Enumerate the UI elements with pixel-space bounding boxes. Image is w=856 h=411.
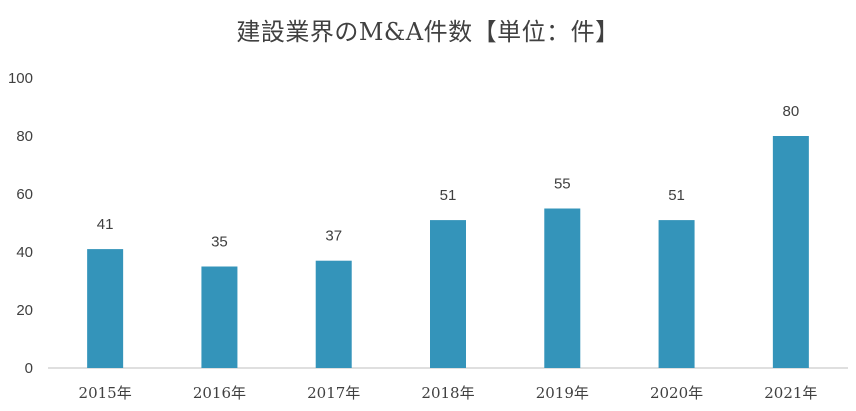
bar-2017年 [315, 260, 352, 368]
data-label: 51 [668, 187, 685, 204]
x-tick-label: 2017年 [307, 384, 360, 402]
data-label: 41 [97, 216, 114, 233]
data-label: 55 [554, 176, 571, 193]
y-tick-label: 0 [25, 360, 33, 377]
data-label: 80 [783, 103, 800, 120]
x-tick-label: 2016年 [193, 384, 246, 402]
x-tick-label: 2020年 [650, 384, 703, 402]
bar-2018年 [430, 220, 466, 368]
data-label: 37 [325, 228, 342, 245]
bar-2019年 [544, 208, 581, 368]
x-tick-label: 2015年 [79, 384, 132, 402]
bar-2021年 [772, 136, 809, 368]
y-tick-label: 60 [16, 186, 33, 203]
x-tick-label: 2019年 [536, 384, 589, 402]
bar-2020年 [658, 220, 695, 368]
data-label: 51 [440, 187, 457, 204]
x-tick-label: 2021年 [764, 384, 817, 402]
y-tick-label: 80 [16, 128, 33, 145]
y-tick-label: 100 [8, 70, 33, 87]
bar-2015年 [87, 249, 124, 368]
y-tick-label: 20 [16, 302, 33, 319]
x-tick-label: 2018年 [421, 384, 474, 402]
bar-2016年 [201, 266, 238, 368]
chart-title: 建設業界のM&A件数【単位：件】 [236, 18, 620, 46]
data-label: 35 [211, 234, 228, 251]
y-tick-label: 40 [16, 244, 33, 261]
